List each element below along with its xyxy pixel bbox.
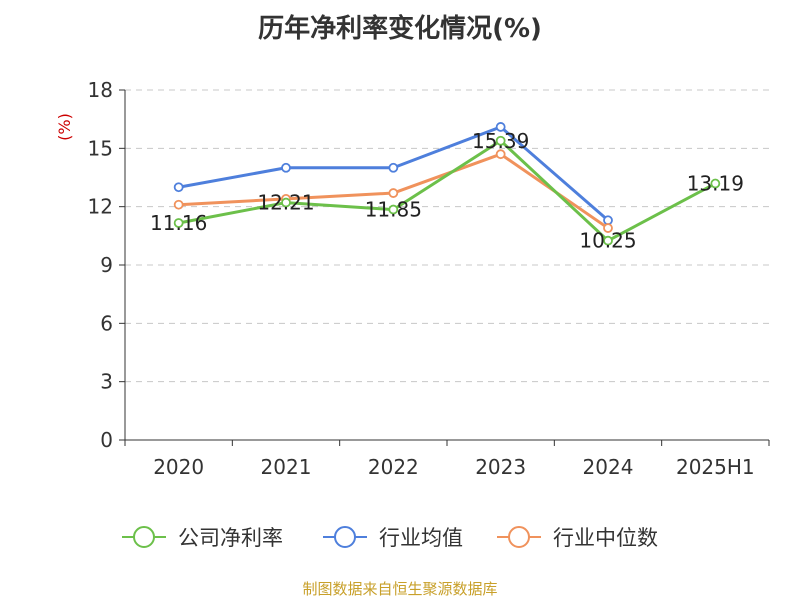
- y-tick-label: 3: [100, 370, 113, 394]
- data-point: [603, 215, 613, 226]
- data-point: [281, 162, 291, 173]
- legend-label: 行业中位数: [553, 526, 658, 550]
- data-point: [173, 199, 184, 210]
- data-point: [603, 235, 613, 246]
- data-label: 10.25: [579, 229, 636, 253]
- data-point: [495, 149, 506, 160]
- y-tick-label: 12: [88, 195, 113, 219]
- data-point: [495, 122, 506, 132]
- y-tick-label: 9: [100, 253, 113, 277]
- data-label: 11.85: [365, 198, 422, 222]
- y-axis-label: (%): [55, 113, 74, 141]
- legend-label: 行业均值: [379, 526, 463, 550]
- y-tick-label: 0: [100, 428, 113, 452]
- legend-marker: [508, 526, 530, 548]
- source-note: 制图数据来自恒生聚源数据库: [302, 580, 498, 598]
- x-tick-label: 2025H1: [676, 455, 755, 479]
- x-tick-label: 2023: [475, 455, 526, 479]
- chart-title: 历年净利率变化情况(%): [258, 14, 542, 44]
- data-point: [281, 197, 291, 208]
- data-point: [173, 218, 184, 228]
- y-tick-label: 6: [100, 311, 113, 335]
- data-label: 11.16: [150, 211, 207, 235]
- y-tick-label: 18: [88, 78, 113, 102]
- data-label: 12.21: [257, 191, 314, 215]
- data-point: [388, 204, 399, 215]
- data-point: [603, 223, 613, 233]
- legend-marker: [133, 526, 155, 548]
- data-point: [388, 188, 399, 198]
- data-point: [173, 182, 184, 193]
- x-tick-label: 2020: [153, 455, 204, 479]
- data-point: [710, 178, 721, 189]
- x-tick-label: 2022: [368, 455, 419, 479]
- series-line: [178, 139, 717, 243]
- legend-marker: [334, 526, 356, 548]
- legend-label: 公司净利率: [178, 526, 283, 550]
- data-point: [388, 162, 399, 173]
- x-tick-label: 2021: [261, 455, 312, 479]
- data-label: 15.39: [472, 129, 529, 153]
- data-point: [495, 135, 506, 146]
- x-tick-label: 2024: [583, 455, 634, 479]
- data-label: 13.19: [687, 172, 744, 196]
- y-tick-label: 15: [88, 136, 113, 160]
